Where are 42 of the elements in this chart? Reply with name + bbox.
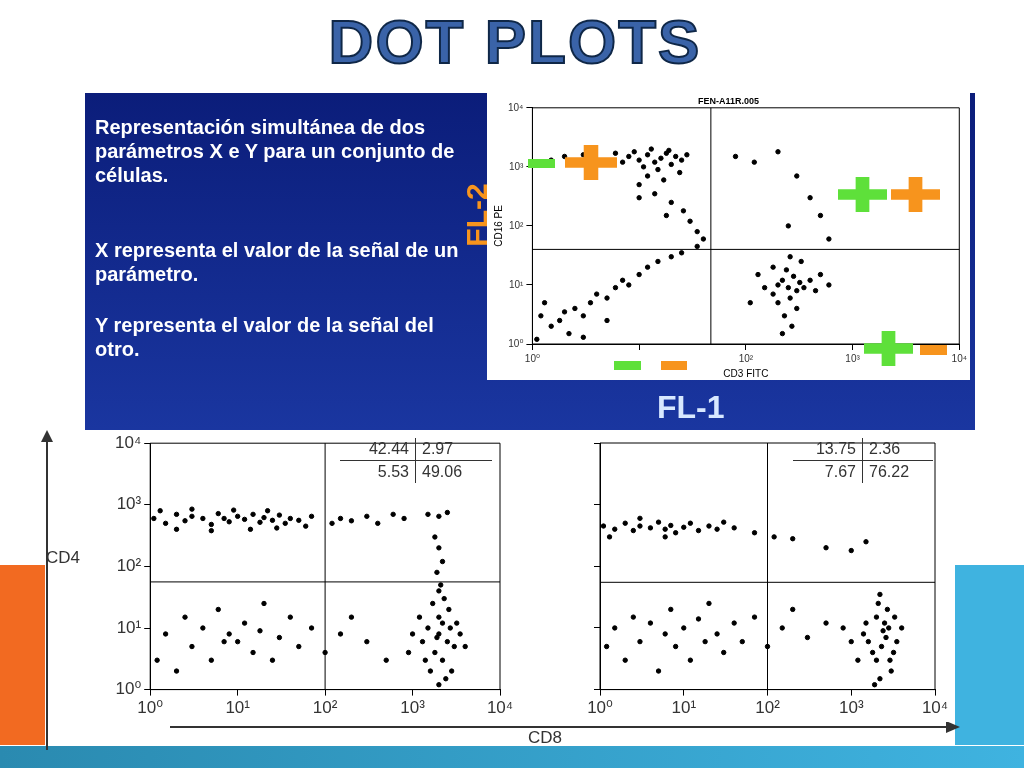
x-tick-label: 10¹: [671, 698, 697, 718]
y-tick-label: 10¹: [116, 617, 142, 637]
x-axis-title: CD8: [528, 728, 563, 748]
y-axis-title: CD4: [46, 548, 81, 568]
y-tick-label: 10⁴: [115, 432, 142, 452]
y-tick-label: 10²: [116, 556, 142, 576]
x-tick-label: 10²: [755, 698, 781, 718]
x-tick-label: 10⁴: [921, 698, 949, 718]
x-tick-label: 10⁰: [137, 698, 164, 718]
x-tick-label: 10³: [400, 698, 426, 718]
text: Y representa el valor de la señal del otro.: [95, 313, 435, 361]
y-tick-label: 10³: [508, 160, 525, 172]
x-tick-label: 10⁰: [587, 698, 614, 718]
y-tick-label: 10⁰: [115, 679, 142, 699]
annotation: 42.44: [340, 438, 416, 461]
annotation: 76.22: [868, 462, 911, 482]
annotation: 13.75: [793, 438, 863, 461]
text: X representa el valor de la señal de un parámetro.: [95, 239, 459, 285]
y-tick-label: 10²: [508, 219, 525, 231]
annotation: 49.06: [421, 462, 464, 482]
text: DOT PLOTS: [327, 6, 703, 77]
chart-title: FEN-A11R.005: [697, 95, 760, 106]
x-tick-label: 10¹: [225, 698, 251, 718]
text: FL-1: [657, 389, 725, 426]
y-axis-title: CD16 PE: [492, 204, 504, 247]
x-tick-label: 10²: [738, 352, 754, 364]
x-tick-label: 10²: [312, 698, 338, 718]
y-tick-label: 10⁰: [508, 337, 524, 349]
annotation: 7.67: [793, 461, 863, 483]
y-tick-label: 10¹: [508, 278, 525, 290]
x-tick-label: 10⁴: [951, 352, 967, 364]
annotation: 2.36: [863, 438, 933, 461]
annotation: 2.97: [416, 438, 492, 461]
x-tick-label: 10³: [845, 352, 861, 364]
y-tick-label: 10⁴: [508, 101, 524, 113]
x-tick-label: 10³: [838, 698, 864, 718]
annotation: 5.53: [340, 461, 416, 483]
y-tick-label: 10³: [116, 494, 142, 514]
x-tick-label: 10⁰: [524, 352, 540, 364]
text: Representación simultánea de dos parámetros X e Y para un conjunto de células.: [95, 116, 455, 186]
x-axis-title: CD3 FITC: [723, 367, 769, 379]
text: FL-2: [459, 183, 494, 247]
